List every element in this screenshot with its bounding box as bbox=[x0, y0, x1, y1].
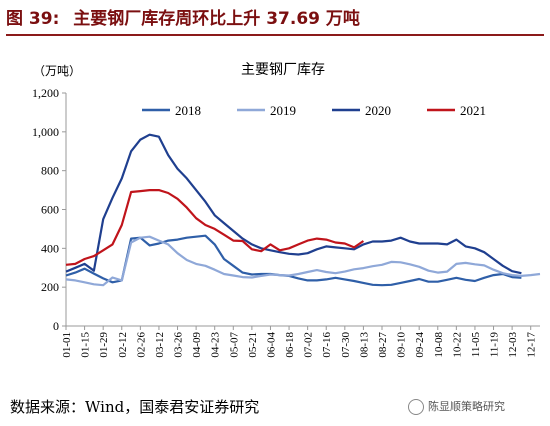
wechat-icon bbox=[408, 399, 424, 415]
x-tick-label: 11-05 bbox=[470, 332, 482, 358]
series-line-2018 bbox=[65, 234, 522, 287]
x-tick-label: 10-08 bbox=[433, 332, 445, 358]
x-tick-label: 05-07 bbox=[228, 332, 240, 358]
x-tick-label: 05-21 bbox=[247, 332, 259, 358]
chart-title: 主要钢厂库存 bbox=[241, 62, 325, 78]
x-tick-label: 07-16 bbox=[321, 332, 333, 358]
y-axis-unit-label: （万吨） bbox=[33, 64, 81, 78]
x-tick-label: 09-10 bbox=[396, 332, 408, 358]
y-tick-label: 400 bbox=[41, 241, 59, 255]
y-tick-label: 600 bbox=[41, 203, 59, 217]
figure-heading: 主要钢厂库存周环比上升 37.69 万吨 bbox=[73, 9, 360, 29]
y-tick-label: 1,000 bbox=[32, 125, 59, 139]
x-tick-label: 07-02 bbox=[303, 332, 315, 358]
legend-label-2019: 2019 bbox=[270, 103, 296, 118]
x-tick-label: 06-18 bbox=[284, 332, 296, 358]
legend-label-2020: 2020 bbox=[365, 103, 391, 118]
x-tick-label: 08-27 bbox=[377, 332, 389, 358]
y-tick-label: 1,200 bbox=[32, 86, 59, 100]
source-note: 数据来源：Wind，国泰君安证券研究 bbox=[10, 398, 260, 416]
y-tick-label: 200 bbox=[41, 280, 59, 294]
steel-inventory-chart: 主要钢厂库存 （万吨） 0 200 400 600 800 1,000 1,200 01-01 01… bbox=[32, 62, 541, 358]
series-line-2020 bbox=[65, 133, 522, 275]
watermark-text: 陈显顺策略研究 bbox=[428, 400, 505, 413]
x-tick-label: 09-24 bbox=[414, 332, 426, 358]
x-tick-label: 03-26 bbox=[173, 332, 185, 358]
series-line-2021 bbox=[65, 189, 365, 266]
x-tick-label: 10-22 bbox=[451, 332, 463, 358]
x-tick-label: 01-29 bbox=[98, 332, 110, 358]
x-tick-label: 08-13 bbox=[358, 332, 370, 358]
x-tick-label: 11-19 bbox=[489, 332, 501, 358]
x-tick-label: 04-09 bbox=[191, 332, 203, 358]
x-tick-label: 02-12 bbox=[117, 332, 129, 358]
figure-number: 图 39: bbox=[6, 9, 60, 29]
x-tick-label: 04-23 bbox=[210, 332, 222, 358]
figure-title: 图 39: 主要钢厂库存周环比上升 37.69 万吨 bbox=[6, 4, 544, 36]
watermark: 陈显顺策略研究 bbox=[408, 398, 505, 415]
legend-label-2021: 2021 bbox=[460, 103, 486, 118]
x-tick-label: 02-26 bbox=[135, 332, 147, 358]
series-line-2019 bbox=[65, 235, 541, 287]
legend-label-2018: 2018 bbox=[175, 103, 201, 118]
x-tick-label: 01-15 bbox=[80, 332, 92, 358]
x-tick-label: 12-03 bbox=[507, 332, 519, 358]
x-tick-label: 12-17 bbox=[526, 332, 538, 358]
x-tick-label: 06-04 bbox=[265, 332, 277, 358]
y-tick-label: 0 bbox=[53, 319, 59, 333]
y-tick-label: 800 bbox=[41, 164, 59, 178]
x-tick-label: 07-30 bbox=[340, 332, 352, 358]
x-tick-label: 01-01 bbox=[61, 332, 73, 358]
x-tick-label: 03-12 bbox=[154, 332, 166, 358]
